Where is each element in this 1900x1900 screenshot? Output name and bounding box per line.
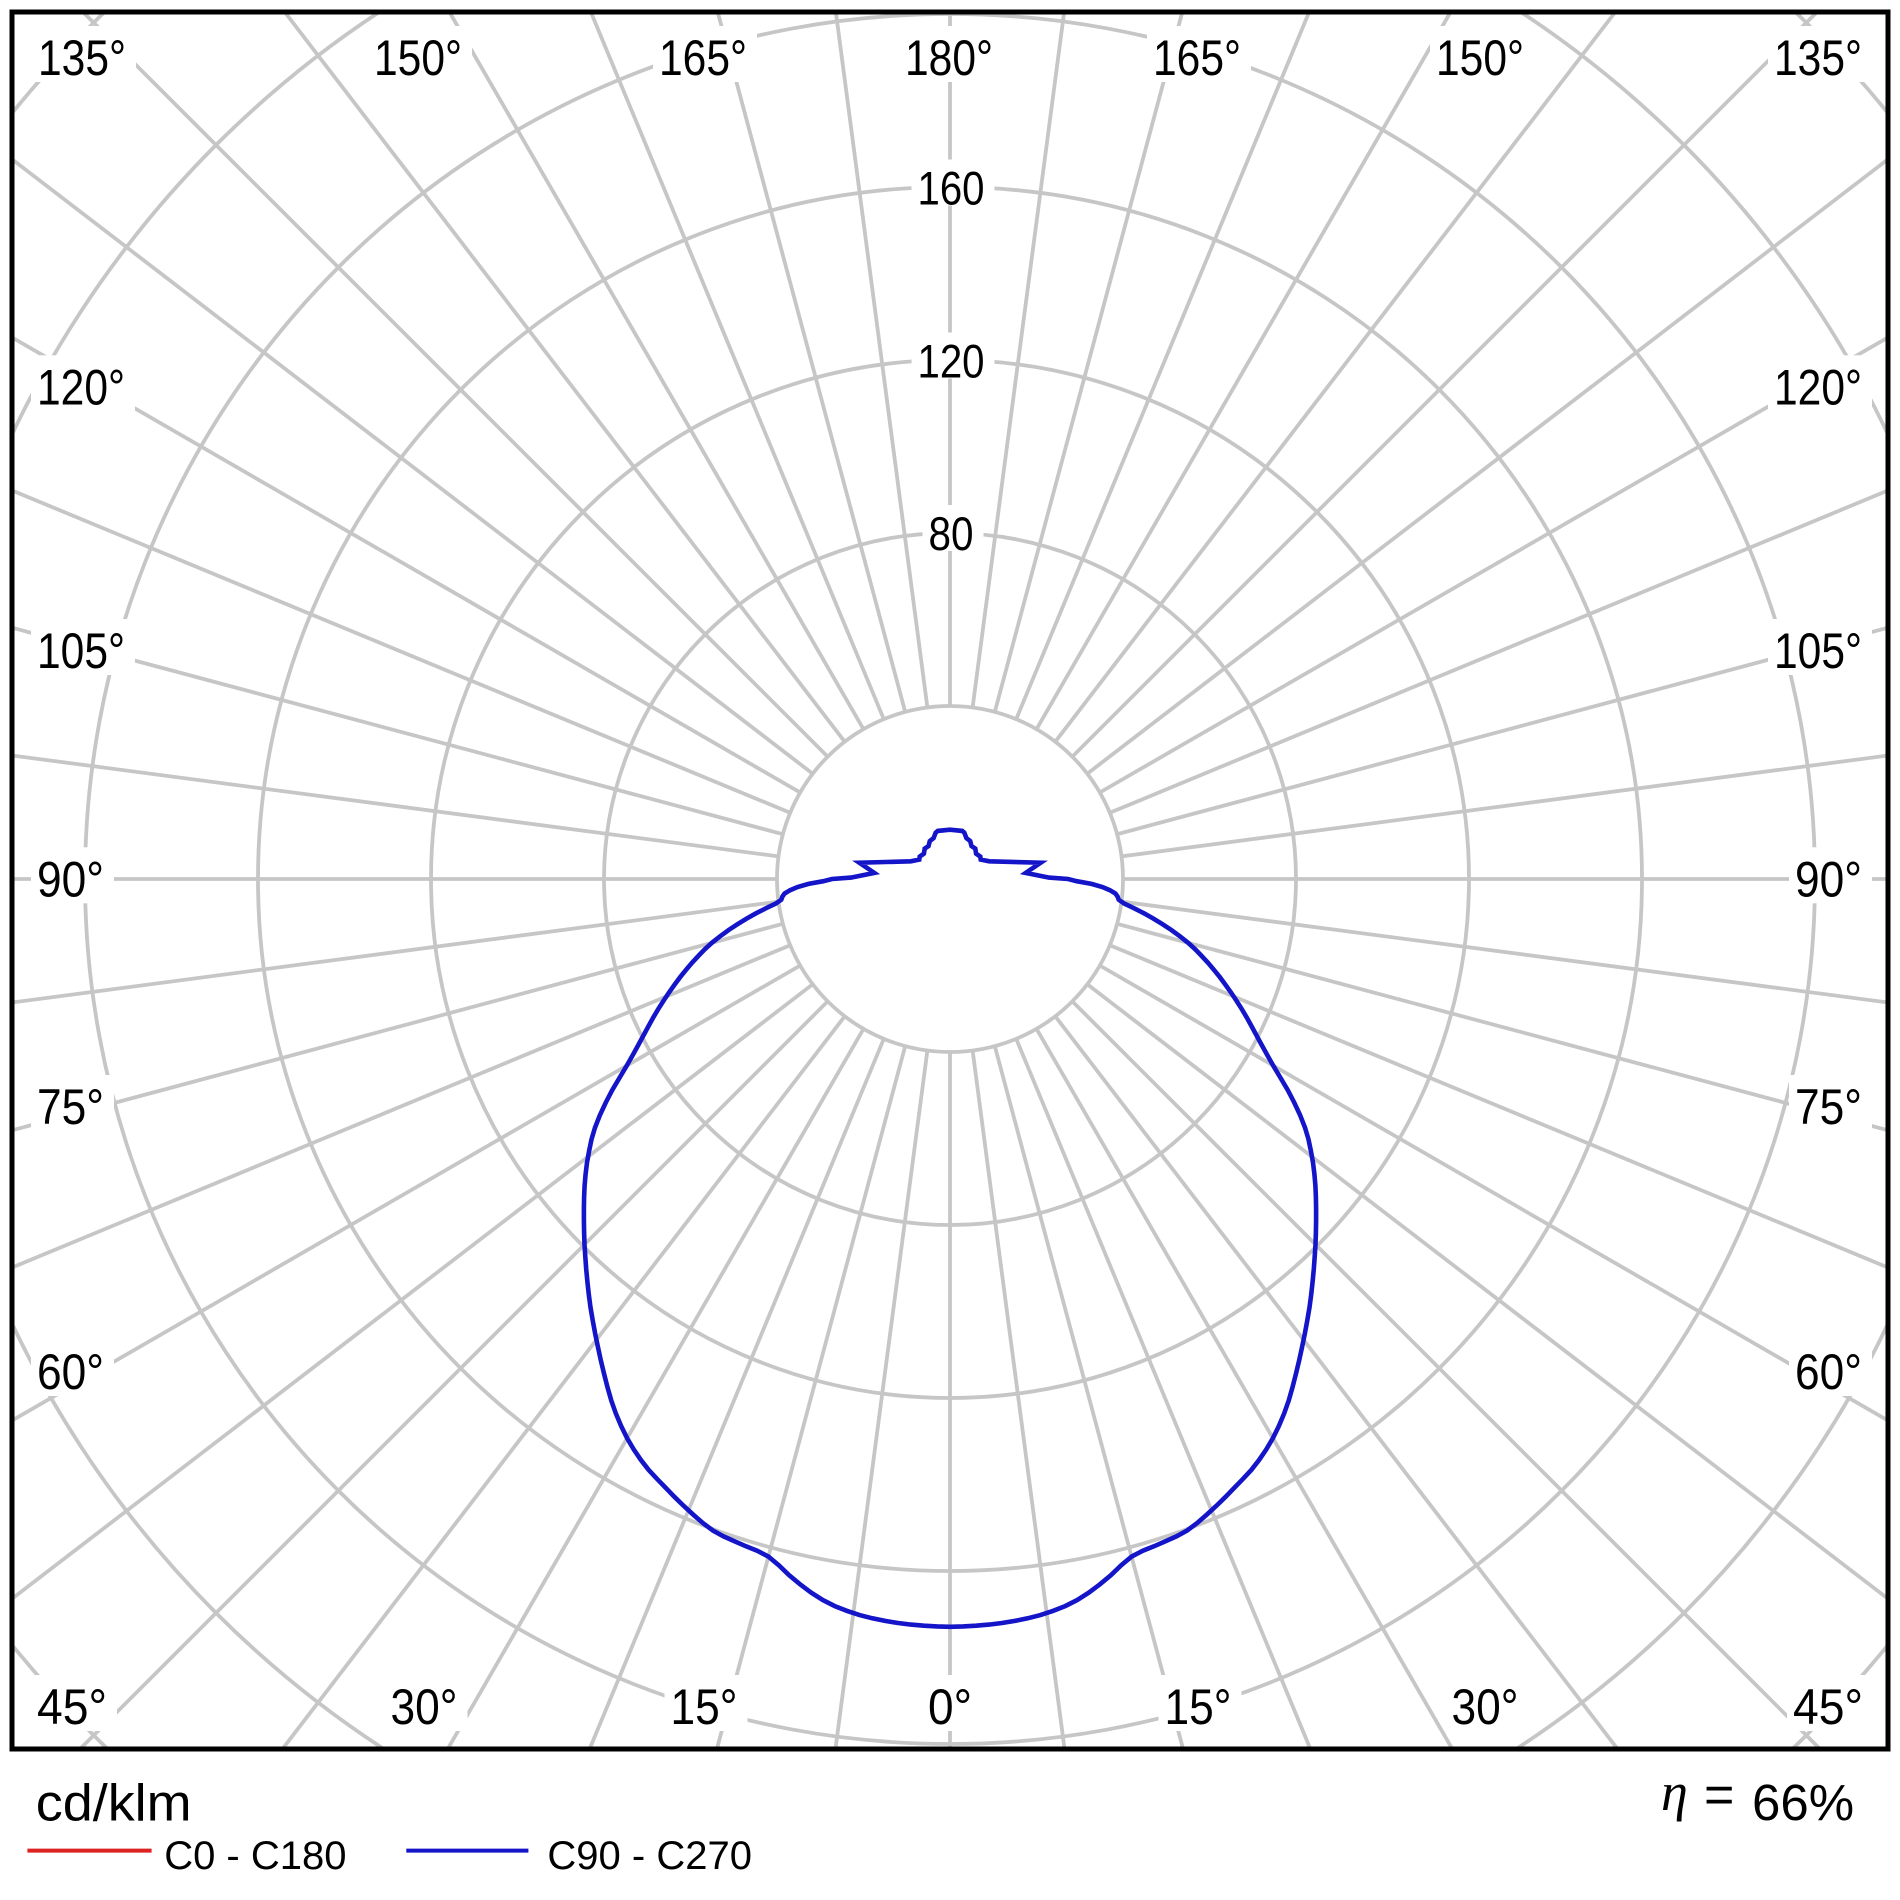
svg-text:120: 120 — [918, 335, 985, 388]
svg-text:cd/klm: cd/klm — [36, 1775, 192, 1833]
svg-text:C0 - C180: C0 - C180 — [164, 1834, 346, 1878]
svg-text:45°: 45° — [37, 1679, 107, 1735]
svg-text:105°: 105° — [1774, 623, 1862, 679]
svg-text:165°: 165° — [1153, 30, 1241, 86]
svg-text:120°: 120° — [1774, 360, 1862, 416]
svg-text:165°: 165° — [659, 30, 747, 86]
svg-text:60°: 60° — [1795, 1344, 1862, 1400]
svg-text:=: = — [1704, 1766, 1734, 1824]
svg-text:45°: 45° — [1793, 1679, 1863, 1735]
svg-text:30°: 30° — [1452, 1679, 1519, 1735]
svg-text:15°: 15° — [1165, 1679, 1232, 1735]
svg-text:135°: 135° — [38, 30, 126, 86]
svg-text:75°: 75° — [1795, 1079, 1862, 1135]
svg-text:60°: 60° — [37, 1344, 104, 1400]
svg-text:90°: 90° — [1795, 852, 1862, 908]
svg-text:160: 160 — [918, 162, 985, 215]
svg-text:180°: 180° — [905, 30, 993, 86]
svg-text:0°: 0° — [928, 1679, 972, 1735]
svg-text:80: 80 — [929, 507, 974, 560]
svg-text:30°: 30° — [391, 1679, 458, 1735]
svg-text:135°: 135° — [1774, 30, 1862, 86]
svg-text:15°: 15° — [671, 1679, 738, 1735]
svg-text:120°: 120° — [37, 360, 125, 416]
svg-text:105°: 105° — [37, 623, 125, 679]
svg-text:η: η — [1661, 1762, 1688, 1822]
svg-text:150°: 150° — [1436, 30, 1524, 86]
svg-text:C90 - C270: C90 - C270 — [547, 1834, 752, 1878]
svg-text:66%: 66% — [1752, 1774, 1854, 1831]
svg-text:90°: 90° — [37, 852, 104, 908]
svg-text:150°: 150° — [374, 30, 462, 86]
svg-text:75°: 75° — [37, 1079, 104, 1135]
